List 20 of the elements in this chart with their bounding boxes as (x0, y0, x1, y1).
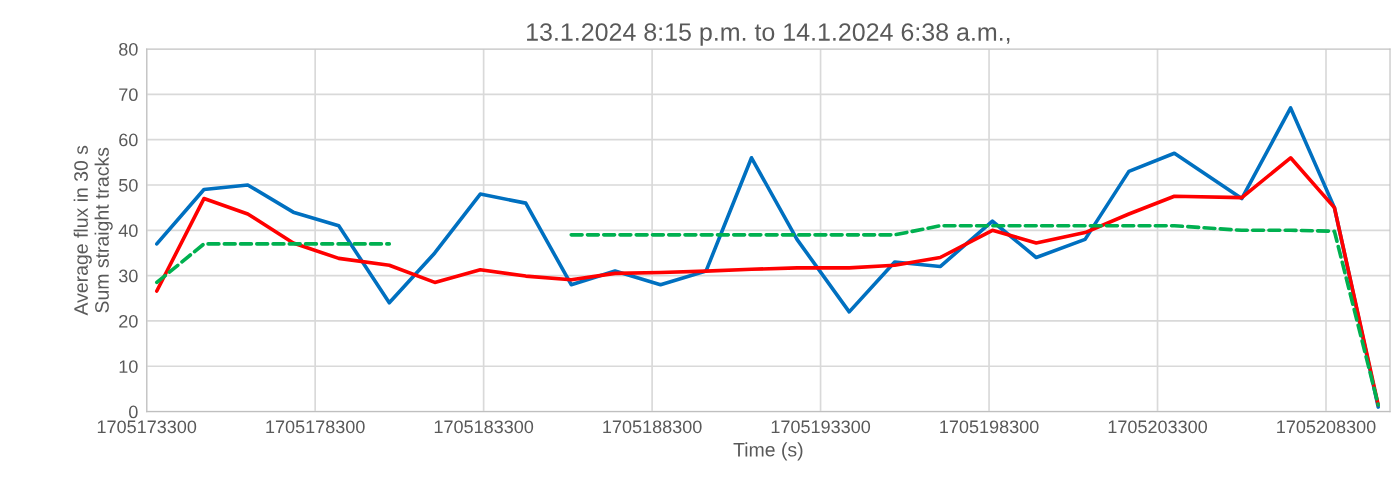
y-tick-label: 0 (129, 405, 138, 419)
x-tick-label: 1705183300 (434, 420, 534, 434)
x-tick-label: 1705193300 (771, 420, 871, 434)
y-tick-label: 30 (118, 269, 138, 283)
y-tick-label: 50 (118, 178, 138, 192)
y-tick-label: 20 (119, 314, 138, 328)
y-axis-title: Average flux in 30 s Sum straight tracks (73, 145, 113, 316)
x-tick-label: 1705188300 (603, 420, 702, 434)
x-tick-label: 1705208300 (1277, 420, 1376, 434)
x-tick-label: 1705203300 (1108, 420, 1208, 434)
x-tick-label: 1705178300 (266, 420, 365, 434)
y-tick-label: 40 (118, 224, 138, 238)
x-tick-label: 1705198300 (940, 420, 1039, 434)
y-tick-label: 60 (119, 133, 138, 147)
x-axis-title: Time (s) (733, 442, 803, 461)
y-tick-label: 10 (119, 360, 138, 373)
y-tick-label: 80 (119, 42, 138, 56)
x-tick-label: 1705173300 (97, 420, 197, 434)
chart-title: 13.1.2024 8:15 p.m. to 14.1.2024 6:38 a.m., (527, 23, 1010, 46)
y-tick-label: 70 (119, 88, 138, 102)
